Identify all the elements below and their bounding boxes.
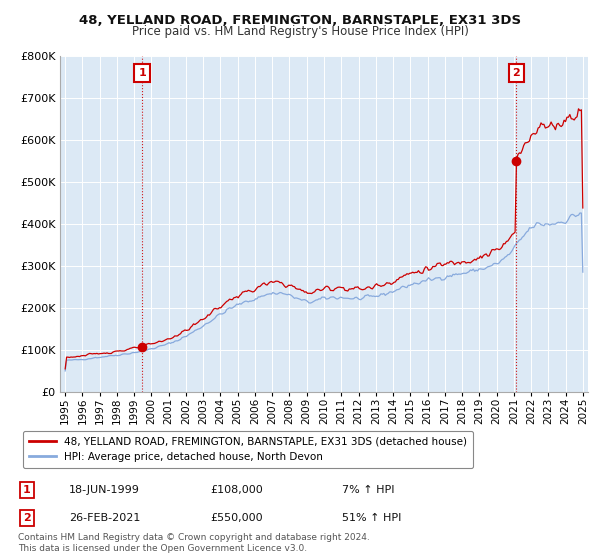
Text: 1: 1 [138, 68, 146, 78]
Text: 48, YELLAND ROAD, FREMINGTON, BARNSTAPLE, EX31 3DS: 48, YELLAND ROAD, FREMINGTON, BARNSTAPLE… [79, 14, 521, 27]
Text: 2: 2 [23, 513, 31, 523]
Text: 7% ↑ HPI: 7% ↑ HPI [342, 485, 395, 495]
Text: 51% ↑ HPI: 51% ↑ HPI [342, 513, 401, 523]
Text: £550,000: £550,000 [210, 513, 263, 523]
Text: Contains HM Land Registry data © Crown copyright and database right 2024.
This d: Contains HM Land Registry data © Crown c… [18, 533, 370, 553]
Text: 2: 2 [512, 68, 520, 78]
Legend: 48, YELLAND ROAD, FREMINGTON, BARNSTAPLE, EX31 3DS (detached house), HPI: Averag: 48, YELLAND ROAD, FREMINGTON, BARNSTAPLE… [23, 431, 473, 468]
Text: 18-JUN-1999: 18-JUN-1999 [69, 485, 140, 495]
Text: Price paid vs. HM Land Registry's House Price Index (HPI): Price paid vs. HM Land Registry's House … [131, 25, 469, 38]
Text: £108,000: £108,000 [210, 485, 263, 495]
Text: 1: 1 [23, 485, 31, 495]
Text: 26-FEB-2021: 26-FEB-2021 [69, 513, 140, 523]
